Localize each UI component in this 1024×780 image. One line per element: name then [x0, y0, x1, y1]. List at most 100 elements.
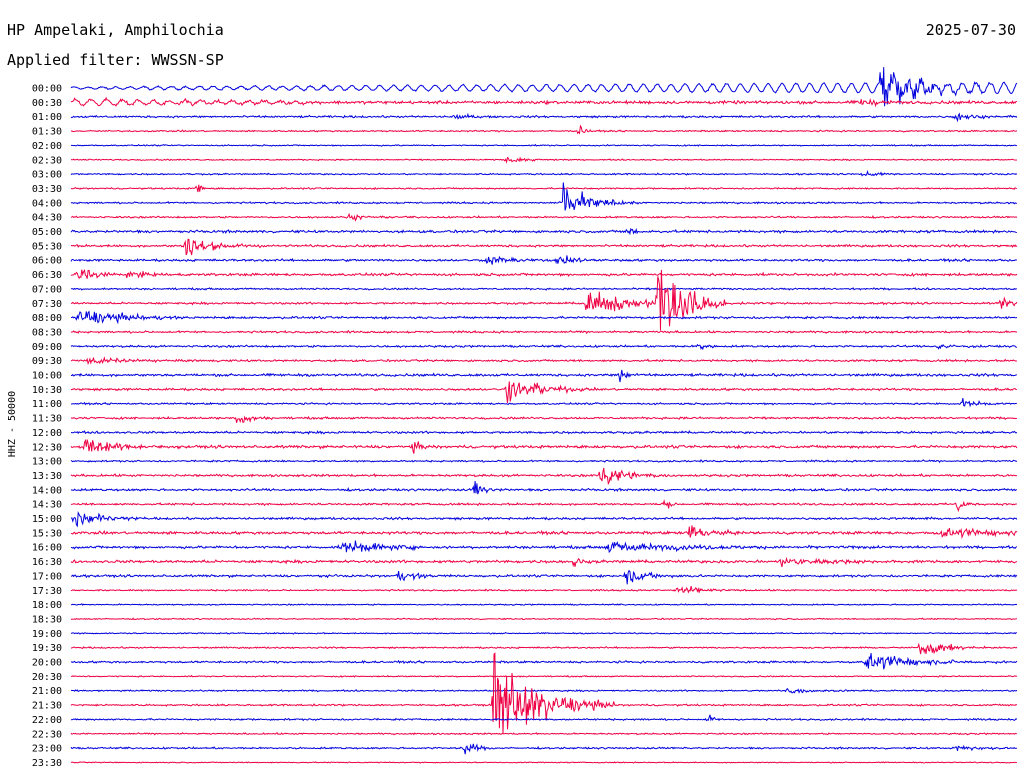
trace-2330 [70, 761, 1017, 764]
trace-1200 [70, 430, 1018, 435]
trace-1930 [70, 642, 1018, 655]
trace-2300 [70, 743, 1017, 755]
time-label-0300: 03:00 [32, 170, 62, 181]
time-label-1500: 15:00 [32, 514, 62, 525]
trace-1400 [70, 480, 1017, 495]
time-label-0030: 00:30 [32, 98, 62, 109]
trace-2230 [70, 732, 1018, 736]
channel-label: HHZ - 50000 [7, 391, 18, 457]
time-label-1200: 12:00 [32, 428, 62, 439]
trace-0930 [70, 356, 1018, 366]
time-label-0730: 07:30 [32, 299, 62, 310]
time-label-1900: 19:00 [32, 629, 62, 640]
time-label-1830: 18:30 [32, 614, 62, 625]
time-label-1130: 11:30 [32, 414, 62, 425]
time-label-0330: 03:30 [32, 184, 62, 195]
time-label-2330: 23:30 [32, 758, 62, 769]
time-label-0130: 01:30 [32, 127, 62, 138]
trace-1830 [70, 617, 1018, 621]
trace-0900 [70, 343, 1017, 351]
trace-1230 [70, 438, 1018, 454]
time-label-0200: 02:00 [32, 141, 62, 152]
trace-0500 [70, 227, 1018, 236]
time-label-1630: 16:30 [32, 557, 62, 568]
time-label-1530: 15:30 [32, 528, 62, 539]
trace-0200 [70, 143, 1018, 147]
time-label-1600: 16:00 [32, 543, 62, 554]
trace-0400 [70, 182, 1017, 211]
time-label-0230: 02:30 [32, 155, 62, 166]
trace-0430 [70, 212, 1018, 222]
trace-0030 [70, 96, 1017, 108]
time-label-0630: 06:30 [32, 270, 62, 281]
trace-1000 [70, 369, 1017, 383]
trace-1430 [70, 498, 1017, 513]
time-tick-labels: 00:00 00:30 01:00 01:30 02:00 02:30 03:00 03:30… [32, 84, 62, 769]
time-label-0930: 09:30 [32, 356, 62, 367]
date-label: 2025-07-30 [925, 21, 1016, 39]
trace-0000 [70, 67, 1018, 107]
trace-0800 [70, 310, 1018, 325]
trace-0130 [70, 124, 1018, 135]
station-title: HP Ampelaki, Amphilochia [7, 21, 224, 39]
trace-1300 [70, 459, 1018, 464]
filter-label: Applied filter: WWSSN-SP [7, 51, 224, 69]
time-label-2300: 23:00 [32, 744, 62, 755]
time-label-2030: 20:30 [32, 672, 62, 683]
trace-0630 [70, 268, 1018, 280]
time-label-1000: 10:00 [32, 371, 62, 382]
time-label-1300: 13:00 [32, 457, 62, 468]
time-label-0800: 08:00 [32, 313, 62, 324]
trace-0300 [70, 169, 1018, 177]
trace-0100 [70, 112, 1018, 123]
trace-0730 [70, 269, 1018, 331]
time-label-0500: 05:00 [32, 227, 62, 238]
trace-2130 [70, 652, 1018, 734]
time-label-1400: 14:00 [32, 485, 62, 496]
trace-2000 [70, 653, 1018, 670]
time-label-0100: 01:00 [32, 112, 62, 123]
time-label-1230: 12:30 [32, 442, 62, 453]
time-label-2130: 21:30 [32, 701, 62, 712]
trace-1030 [70, 381, 1018, 404]
time-label-0430: 04:30 [32, 213, 62, 224]
time-label-1700: 17:00 [32, 571, 62, 582]
trace-0230 [70, 156, 1018, 164]
time-label-0700: 07:00 [32, 284, 62, 295]
trace-1100 [70, 398, 1018, 408]
trace-0530 [70, 238, 1018, 256]
time-label-1100: 11:00 [32, 399, 62, 410]
time-label-0400: 04:00 [32, 198, 62, 209]
time-label-2100: 21:00 [32, 686, 62, 697]
seismic-traces [70, 67, 1018, 764]
time-label-0000: 00:00 [32, 84, 62, 95]
trace-0700 [70, 286, 1018, 291]
time-label-0900: 09:00 [32, 342, 62, 353]
trace-1330 [70, 467, 1018, 486]
time-label-0530: 05:30 [32, 241, 62, 252]
trace-2030 [70, 674, 1018, 678]
time-label-1930: 19:30 [32, 643, 62, 654]
trace-1900 [70, 631, 1018, 635]
trace-2100 [70, 687, 1018, 694]
time-label-1330: 13:30 [32, 471, 62, 482]
trace-1800 [70, 603, 1018, 606]
time-label-0830: 08:30 [32, 327, 62, 338]
trace-1130 [70, 415, 1017, 424]
trace-1500 [70, 510, 1018, 528]
time-label-1030: 10:30 [32, 385, 62, 396]
time-label-2200: 22:00 [32, 715, 62, 726]
trace-1530 [70, 525, 1018, 540]
time-label-2000: 20:00 [32, 658, 62, 669]
trace-1600 [70, 540, 1018, 554]
trace-0600 [70, 255, 1018, 265]
trace-1630 [70, 556, 1018, 568]
trace-0330 [70, 184, 1018, 193]
time-label-1430: 14:30 [32, 500, 62, 511]
trace-2200 [70, 714, 1018, 722]
trace-1730 [70, 585, 1018, 594]
trace-0830 [70, 329, 1018, 335]
time-label-2230: 22:30 [32, 729, 62, 740]
trace-1700 [71, 569, 1018, 585]
